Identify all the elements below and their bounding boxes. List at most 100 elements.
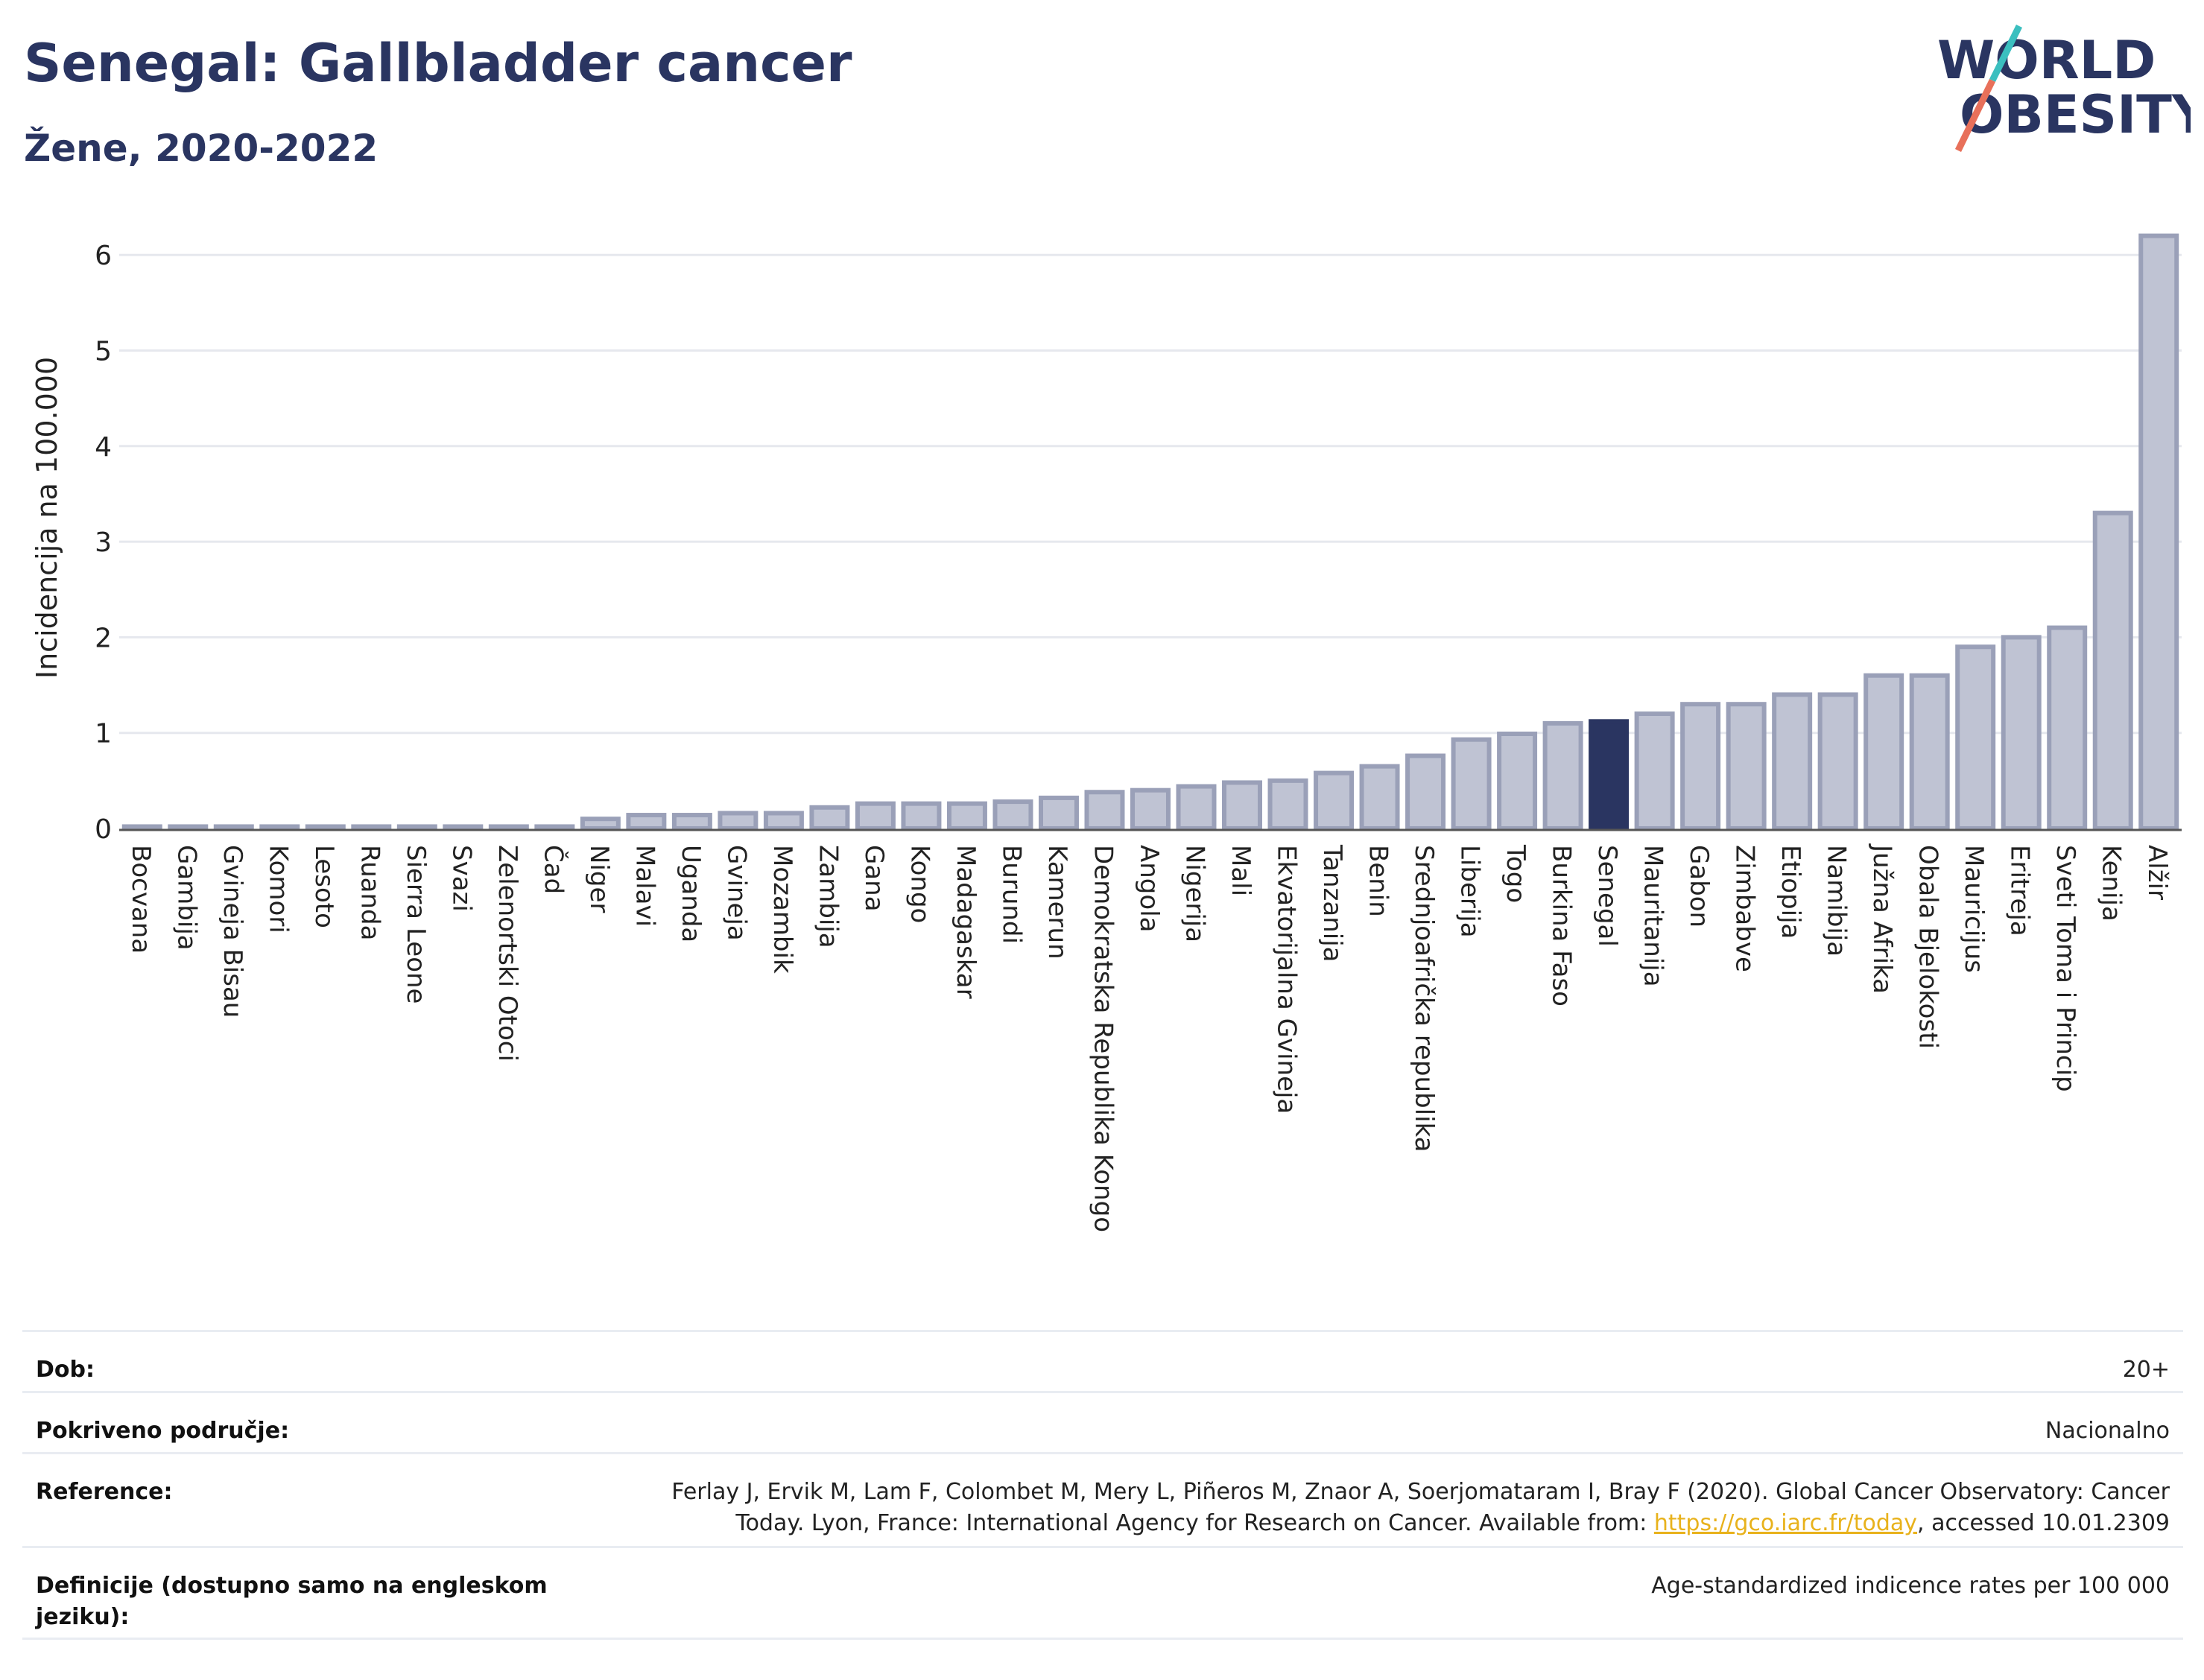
- bar: [1497, 731, 1538, 831]
- bar: [1130, 787, 1171, 831]
- bar: [1817, 692, 1858, 831]
- x-axis-labels: Bocvana Gambija Gvineja Bisau Komori Lesoto R…: [126, 843, 2172, 1232]
- bar: [488, 824, 529, 831]
- bar: [1405, 753, 1446, 831]
- bar: [1772, 692, 1813, 831]
- bar: [1909, 673, 1950, 831]
- bar: [763, 811, 804, 831]
- bar: [718, 811, 759, 831]
- y-tick-label: 2: [95, 623, 112, 653]
- x-tick-label: Gambija: [171, 845, 201, 951]
- world-obesity-logo: WORLD OBESITY: [1937, 25, 2191, 152]
- bar: [121, 824, 162, 831]
- bar: [1726, 702, 1767, 831]
- bar: [1084, 790, 1125, 831]
- logo-slash-bottom: [1954, 79, 1996, 152]
- logo-line2: OBESITY: [1960, 84, 2191, 145]
- meta-value: 20+: [2122, 1357, 2170, 1383]
- meta-label: Reference:: [36, 1479, 173, 1505]
- x-tick-label: Gabon: [1684, 845, 1714, 928]
- reference-link[interactable]: https://gco.iarc.fr/today: [1653, 1510, 1918, 1536]
- x-tick-label: Lesoto: [309, 845, 339, 928]
- x-tick-label: Komori: [263, 845, 293, 933]
- y-tick-label: 4: [95, 432, 112, 463]
- bar: [1267, 778, 1308, 831]
- y-tick-label: 0: [95, 814, 112, 845]
- bar: [671, 813, 712, 831]
- bar: [396, 824, 437, 831]
- logo-line1: WORLD: [1937, 30, 2156, 91]
- bar: [213, 824, 254, 831]
- bar: [168, 824, 209, 831]
- x-tick-label: Namibija: [1822, 845, 1852, 957]
- bar: [580, 817, 621, 831]
- bar: [1680, 702, 1721, 831]
- bar: [2047, 625, 2088, 831]
- bar: [946, 801, 987, 831]
- meta-row-reference: Reference: Ferlay J, Ervik M, Lam F, Col…: [22, 1452, 2183, 1546]
- bar-highlighted: [1589, 719, 1630, 831]
- x-tick-label: Mali: [1226, 845, 1255, 896]
- meta-label: Dob:: [36, 1357, 95, 1383]
- y-tick-label: 6: [95, 241, 112, 271]
- x-tick-label: Nigerija: [1180, 845, 1210, 942]
- bar: [351, 824, 392, 831]
- logo-slash-top: [1989, 25, 2023, 82]
- x-tick-label: Uganda: [676, 845, 706, 942]
- y-axis-ticks: 0 1 2 3 4 5 6: [95, 241, 112, 845]
- meta-value: Age-standardized indicence rates per 100…: [1651, 1573, 2170, 1599]
- bar: [1542, 720, 1583, 831]
- x-tick-label: Senegal: [1592, 845, 1622, 947]
- meta-value-reference: Ferlay J, Ervik M, Lam F, Colombet M, Me…: [605, 1477, 2170, 1539]
- x-tick-label: Liberija: [1455, 845, 1485, 938]
- x-tick-label: Čad: [538, 845, 569, 894]
- bar: [443, 824, 484, 831]
- meta-row-coverage: Pokriveno područje: Nacionalno: [22, 1391, 2183, 1452]
- bar: [1634, 711, 1675, 831]
- page-title: Senegal: Gallbladder cancer: [24, 33, 852, 94]
- x-tick-label: Bocvana: [126, 845, 156, 954]
- x-tick-label: Etiopija: [1776, 845, 1805, 939]
- x-tick-label: Alžir: [2142, 845, 2172, 900]
- x-tick-label: Ekvatorijalna Gvineja: [1272, 845, 1302, 1114]
- x-tick-label: Angola: [1134, 845, 1164, 932]
- metadata-table: Dob: 20+ Pokriveno područje: Nacionalno …: [22, 1330, 2183, 1640]
- x-tick-label: Svazi: [446, 845, 476, 912]
- meta-row-age: Dob: 20+: [22, 1330, 2183, 1391]
- x-tick-label: Madagaskar: [951, 845, 981, 999]
- bars: [121, 233, 2179, 831]
- x-tick-label: Tanzanija: [1317, 844, 1347, 962]
- bar: [809, 805, 850, 831]
- meta-label: Pokriveno područje:: [36, 1418, 290, 1444]
- reference-text: Ferlay J, Ervik M, Lam F, Colombet M, Me…: [671, 1479, 2170, 1536]
- bar-chart: 0 1 2 3 4 5 6 Bocvana Gambija Gvineja Bisau Komor…: [31, 233, 2182, 1232]
- x-tick-label: Zimbabve: [1730, 845, 1760, 972]
- y-tick-label: 1: [95, 719, 112, 749]
- x-tick-label: Sveti Toma i Princip: [2051, 845, 2080, 1092]
- bar: [2138, 233, 2179, 831]
- bar: [534, 824, 575, 831]
- x-tick-label: Kamerun: [1042, 845, 1072, 960]
- x-tick-label: Malavi: [630, 845, 659, 927]
- x-tick-label: Južna Afrika: [1867, 843, 1897, 994]
- y-tick-label: 3: [95, 527, 112, 558]
- bar: [1451, 737, 1492, 831]
- x-tick-label: Demokratska Republika Kongo: [1088, 845, 1118, 1232]
- y-tick-label: 5: [95, 337, 112, 367]
- bar: [992, 799, 1033, 831]
- x-tick-label: Zelenortski Otoci: [493, 845, 522, 1062]
- bar: [1863, 673, 1904, 831]
- bar: [1955, 644, 1996, 831]
- x-tick-label: Mauritanija: [1638, 845, 1668, 987]
- bar: [1038, 795, 1079, 831]
- x-tick-label: Burkina Faso: [1547, 845, 1577, 1007]
- meta-label: Definicije (dostupno samo na engleskom j…: [36, 1573, 548, 1630]
- x-tick-label: Zambija: [813, 845, 843, 948]
- meta-row-definitions: Definicije (dostupno samo na engleskom j…: [22, 1546, 2183, 1640]
- bar: [2092, 510, 2133, 831]
- x-tick-label: Eritreja: [2005, 845, 2035, 936]
- bar: [1359, 764, 1400, 831]
- x-tick-label: Sierra Leone: [401, 845, 431, 1004]
- bar: [855, 801, 896, 831]
- bar: [259, 824, 300, 831]
